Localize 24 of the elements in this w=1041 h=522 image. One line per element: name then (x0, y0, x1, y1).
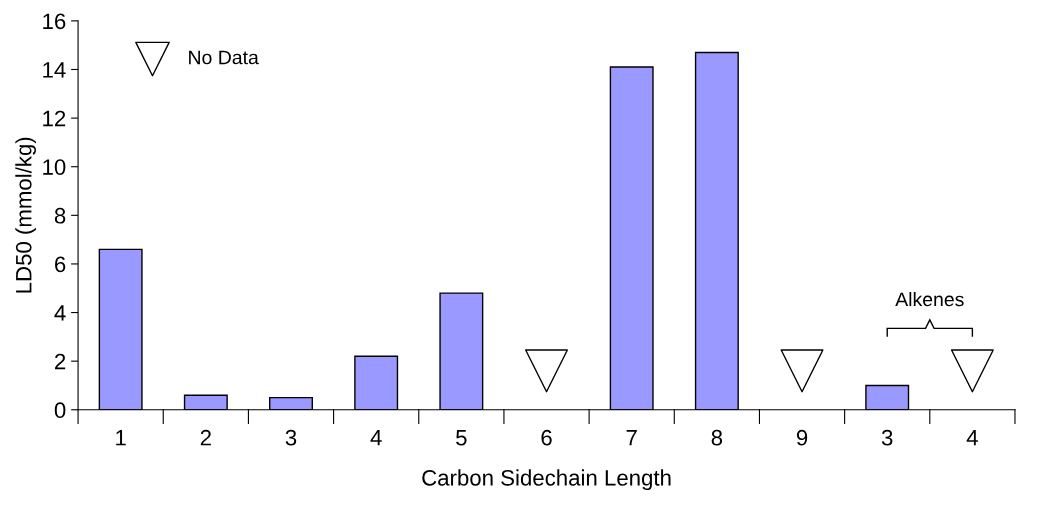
y-tick-label: 12 (43, 110, 66, 127)
y-tick-label: 0 (54, 402, 66, 419)
legend-label: No Data (189, 50, 259, 65)
x-tick-label: 4 (370, 430, 382, 446)
y-axis-title: LD50 (mmol/kg) (15, 137, 36, 293)
x-axis-title: Carbon Sidechain Length (422, 469, 671, 491)
annotation: Alkenes (895, 291, 964, 307)
x-tick-label: 6 (541, 429, 552, 446)
x-tick-label: 1 (116, 430, 126, 446)
x-tick-label: 4 (966, 430, 978, 446)
x-tick-label: 7 (626, 430, 637, 446)
x-tick-label: 3 (881, 429, 893, 446)
x-tick-label: 2 (200, 429, 211, 446)
y-tick-label: 8 (54, 207, 66, 224)
x-tick-label: 5 (456, 430, 467, 446)
x-tick-label: 9 (796, 429, 808, 446)
y-tick-label: 10 (43, 159, 66, 175)
x-tick-label: 8 (711, 429, 723, 446)
x-tick-label: 3 (285, 429, 297, 446)
y-tick-label: 6 (55, 256, 66, 273)
y-tick-label: 2 (55, 353, 66, 370)
y-tick-label: 4 (54, 305, 66, 321)
y-tick-label: 16 (43, 13, 66, 30)
y-tick-label: 14 (43, 62, 66, 78)
